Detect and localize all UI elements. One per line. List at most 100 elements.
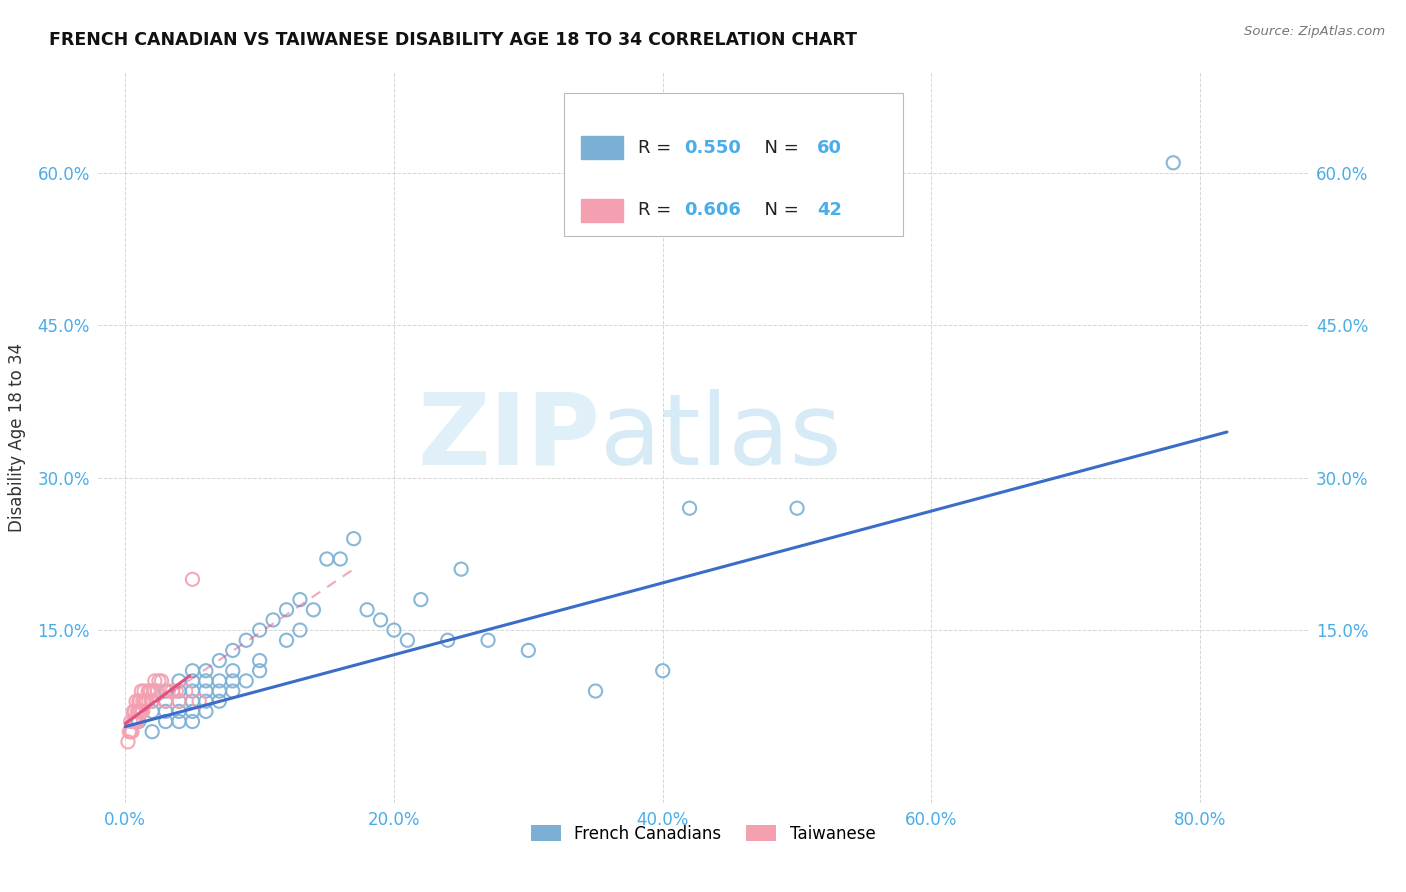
Point	[585, 684, 607, 698]
Text: 0.550: 0.550	[683, 138, 741, 156]
Point	[122, 705, 145, 719]
Point	[120, 714, 142, 729]
Point	[132, 684, 155, 698]
Text: 0.606: 0.606	[683, 202, 741, 219]
Point	[124, 705, 146, 719]
Point	[127, 714, 149, 729]
Point	[127, 705, 149, 719]
Point	[139, 684, 162, 698]
Text: ZIP: ZIP	[418, 389, 600, 485]
Point	[155, 694, 177, 708]
Point	[181, 714, 204, 729]
Point	[125, 694, 148, 708]
Point	[409, 592, 432, 607]
Point	[194, 684, 217, 698]
Point	[138, 684, 160, 698]
Point	[162, 684, 184, 698]
Point	[315, 552, 337, 566]
Point	[148, 673, 170, 688]
Point	[181, 694, 204, 708]
Point	[167, 673, 190, 688]
Text: Source: ZipAtlas.com: Source: ZipAtlas.com	[1244, 25, 1385, 38]
Text: N =: N =	[752, 138, 804, 156]
Point	[194, 664, 217, 678]
Point	[167, 684, 190, 698]
FancyBboxPatch shape	[564, 94, 903, 235]
Point	[181, 705, 204, 719]
Point	[155, 694, 177, 708]
Point	[343, 532, 366, 546]
Text: FRENCH CANADIAN VS TAIWANESE DISABILITY AGE 18 TO 34 CORRELATION CHART: FRENCH CANADIAN VS TAIWANESE DISABILITY …	[49, 31, 858, 49]
Point	[382, 623, 405, 637]
Point	[131, 684, 153, 698]
Point	[302, 603, 325, 617]
Point	[188, 694, 211, 708]
Point	[157, 684, 180, 698]
Point	[141, 694, 163, 708]
Point	[477, 633, 499, 648]
Text: atlas: atlas	[600, 389, 842, 485]
Point	[208, 654, 231, 668]
Point	[249, 654, 271, 668]
Point	[235, 633, 257, 648]
Point	[651, 664, 673, 678]
Text: 60: 60	[817, 138, 842, 156]
Point	[141, 705, 163, 719]
Point	[222, 673, 245, 688]
Point	[122, 714, 145, 729]
Point	[117, 735, 139, 749]
Point	[128, 714, 150, 729]
Point	[370, 613, 392, 627]
Point	[194, 673, 217, 688]
Point	[155, 684, 177, 698]
Point	[194, 694, 217, 708]
Point	[276, 633, 298, 648]
Point	[167, 694, 190, 708]
Point	[132, 705, 155, 719]
Point	[249, 664, 271, 678]
Point	[141, 724, 163, 739]
Point	[128, 705, 150, 719]
Point	[155, 714, 177, 729]
Point	[142, 684, 165, 698]
Point	[288, 623, 311, 637]
Point	[174, 684, 197, 698]
Point	[181, 664, 204, 678]
Point	[194, 705, 217, 719]
Point	[124, 714, 146, 729]
Point	[222, 643, 245, 657]
Point	[436, 633, 458, 648]
Point	[132, 694, 155, 708]
Point	[329, 552, 352, 566]
Point	[235, 673, 257, 688]
Point	[136, 684, 159, 698]
Point	[222, 664, 245, 678]
Text: R =: R =	[638, 202, 676, 219]
Text: 42: 42	[817, 202, 842, 219]
Point	[181, 673, 204, 688]
Point	[167, 705, 190, 719]
Point	[262, 613, 284, 627]
Bar	[581, 136, 623, 159]
Point	[135, 694, 157, 708]
Point	[165, 684, 187, 698]
Point	[276, 603, 298, 617]
Point	[125, 714, 148, 729]
Text: R =: R =	[638, 138, 676, 156]
Point	[132, 694, 155, 708]
Bar	[581, 199, 623, 222]
Y-axis label: Disability Age 18 to 34: Disability Age 18 to 34	[8, 343, 27, 532]
Point	[134, 694, 156, 708]
Point	[1161, 156, 1184, 170]
Point	[208, 694, 231, 708]
Point	[131, 705, 153, 719]
Point	[288, 592, 311, 607]
Legend: French Canadians, Taiwanese: French Canadians, Taiwanese	[524, 818, 882, 849]
Point	[517, 643, 540, 657]
Point	[181, 684, 204, 698]
Point	[396, 633, 419, 648]
Point	[167, 714, 190, 729]
Text: N =: N =	[752, 202, 804, 219]
Point	[129, 694, 152, 708]
Point	[121, 724, 143, 739]
